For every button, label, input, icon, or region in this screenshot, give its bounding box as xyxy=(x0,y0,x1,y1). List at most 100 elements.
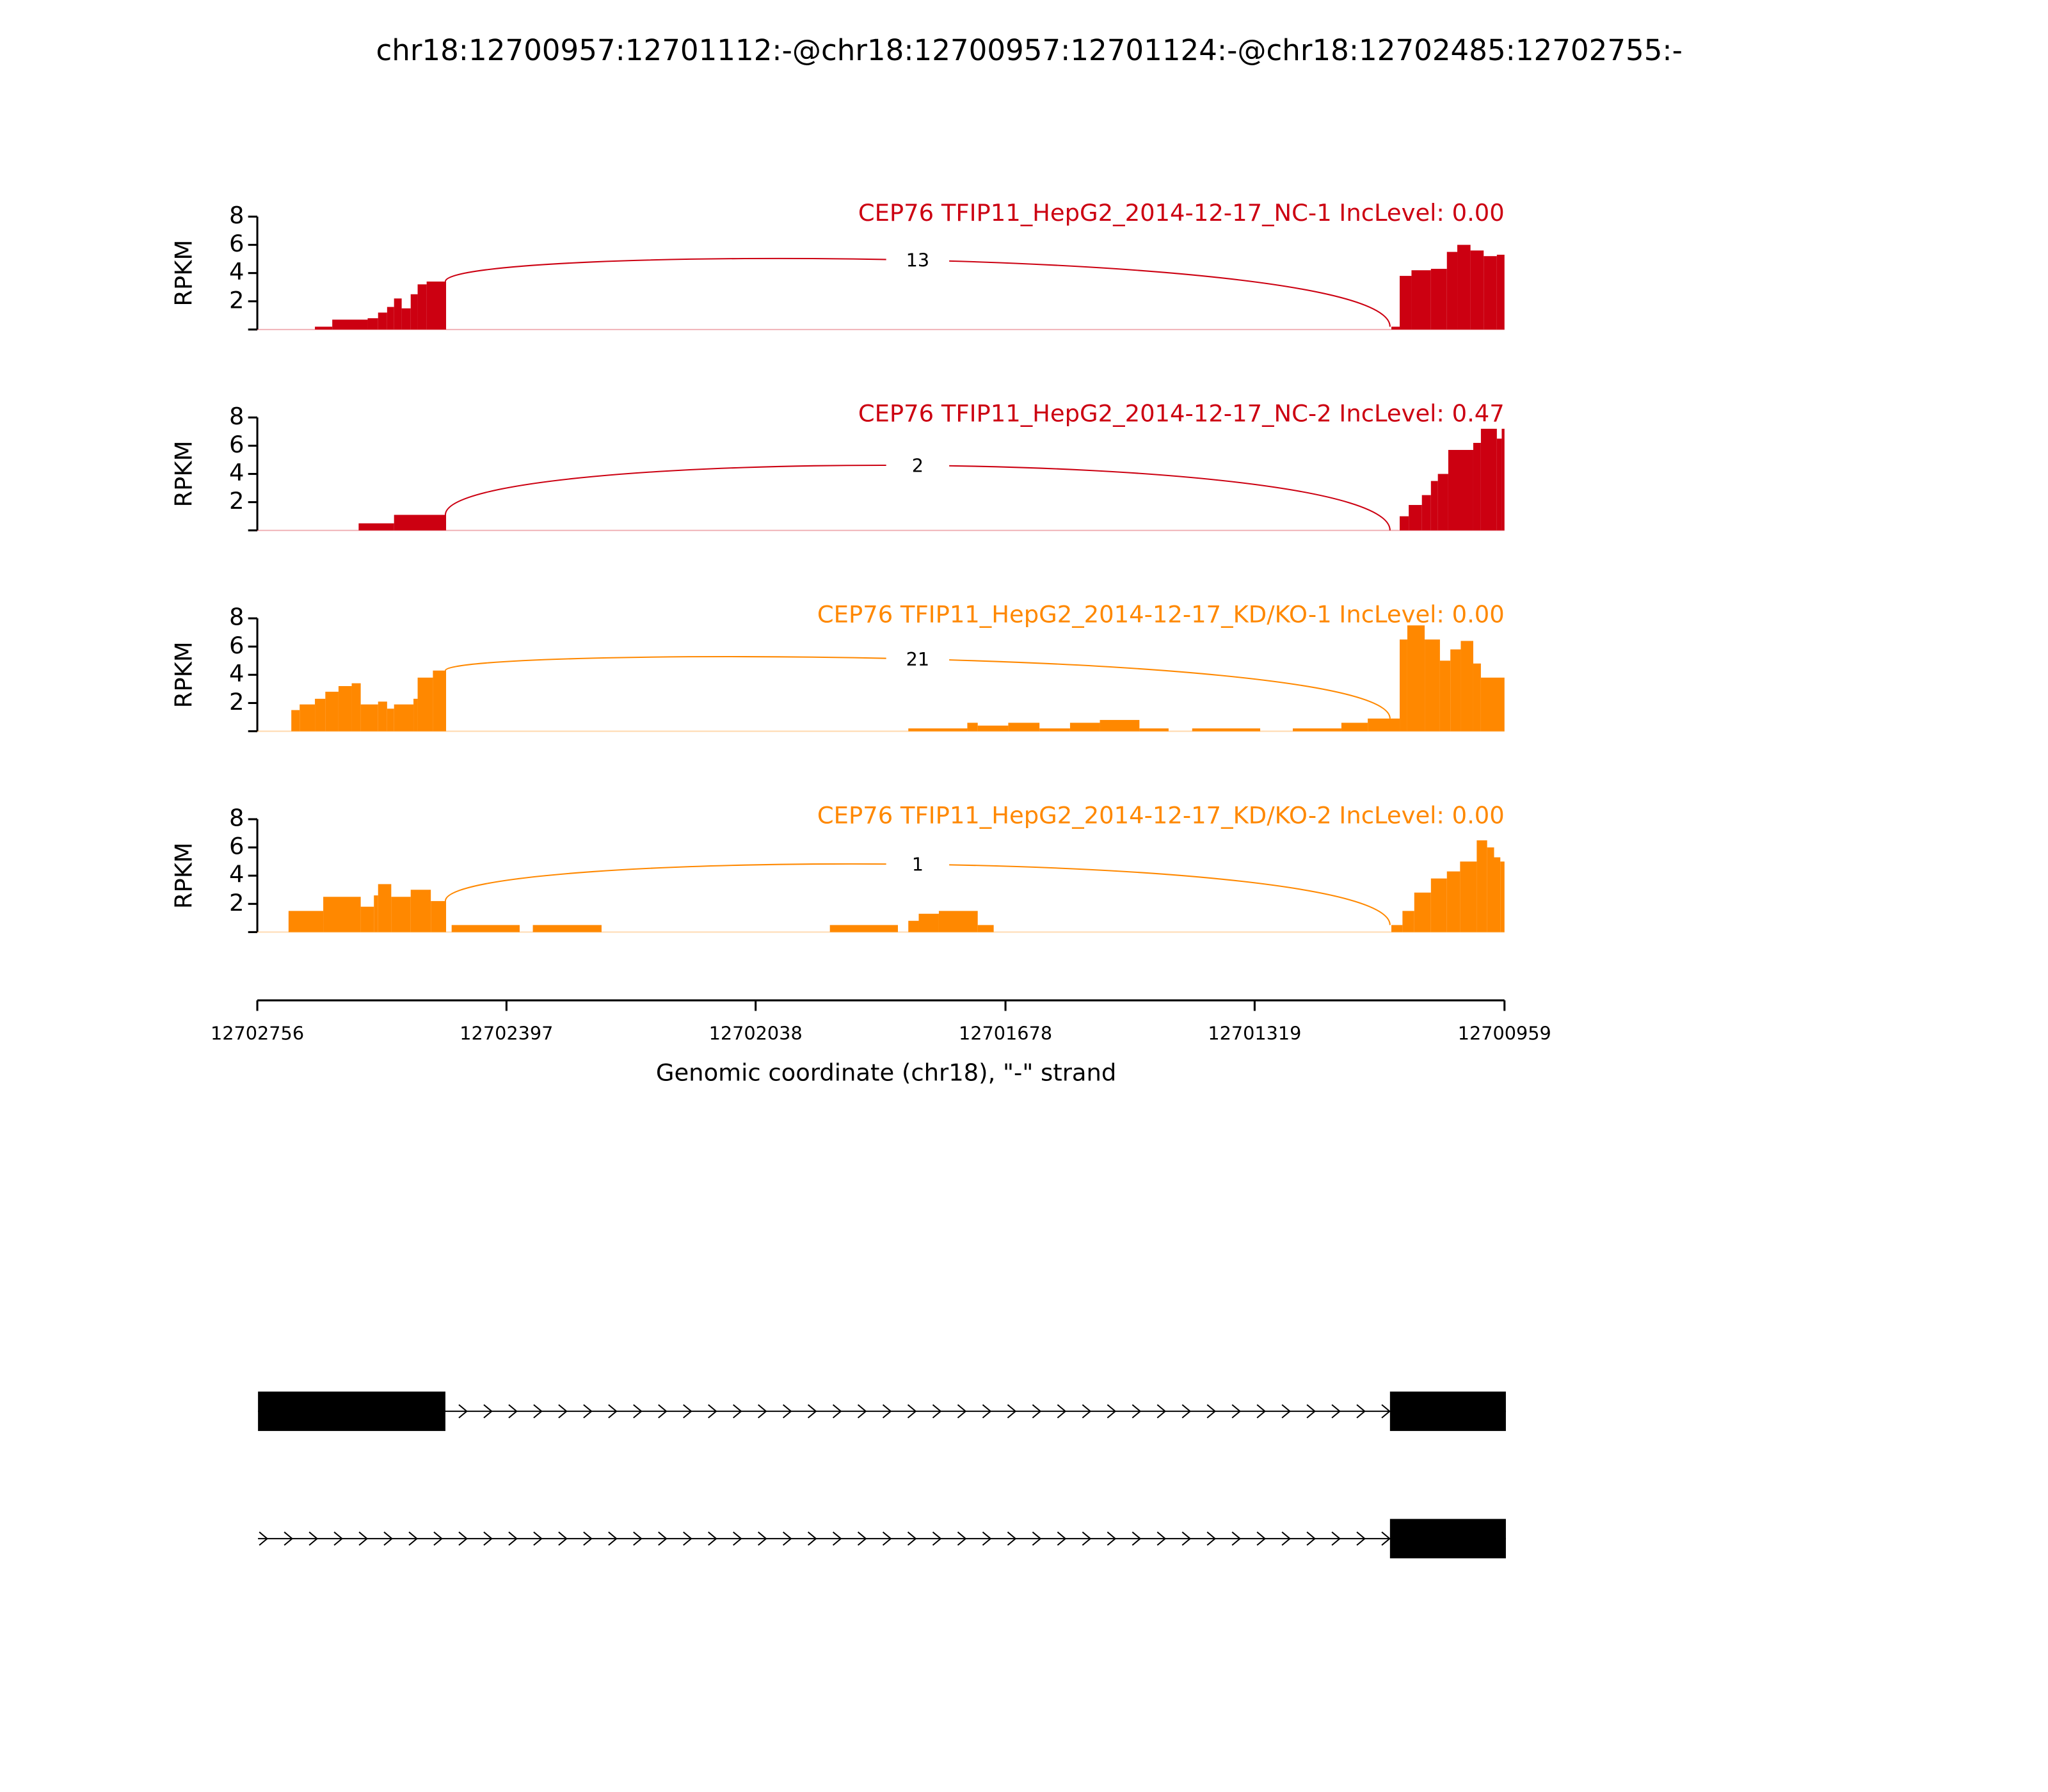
coverage-bar xyxy=(426,281,447,330)
coverage-bar xyxy=(829,925,898,932)
strand-chevron xyxy=(558,1532,568,1546)
coverage-bar xyxy=(977,725,1009,732)
coverage-bar xyxy=(1069,723,1100,732)
y-tick-label: 2 xyxy=(229,487,244,515)
coverage-bar xyxy=(291,710,300,732)
coverage-bar xyxy=(1430,269,1447,330)
strand-chevron xyxy=(1082,1404,1092,1419)
coverage-bar xyxy=(1473,443,1481,531)
strand-chevron xyxy=(1206,1404,1217,1419)
strand-chevron xyxy=(1231,1404,1242,1419)
coverage-bar xyxy=(433,670,447,732)
y-axis-label: RPKM xyxy=(170,842,198,909)
strand-chevron xyxy=(957,1532,967,1546)
coverage-bar xyxy=(1400,276,1412,330)
coverage-bar xyxy=(1407,625,1425,732)
coverage-bar xyxy=(394,298,402,330)
coverage-bar xyxy=(367,318,378,330)
coverage-bar xyxy=(1484,256,1497,330)
strand-chevron xyxy=(782,1532,792,1546)
strand-chevron xyxy=(982,1404,992,1419)
x-tick-label: 12702397 xyxy=(460,1022,553,1044)
panel-title: CEP76 TFIP11_HepG2_2014-12-17_NC-1 IncLe… xyxy=(858,199,1505,227)
y-tick-label: 4 xyxy=(229,258,244,285)
junction-count: 13 xyxy=(906,250,930,271)
strand-chevron xyxy=(358,1532,368,1546)
coverage-bar xyxy=(1496,438,1502,531)
strand-chevron xyxy=(882,1532,892,1546)
coverage-bar xyxy=(1293,728,1341,732)
strand-chevron xyxy=(259,1532,269,1546)
x-tick-label: 12700959 xyxy=(1458,1022,1551,1044)
strand-chevron xyxy=(383,1532,393,1546)
exon xyxy=(1389,1519,1506,1558)
strand-chevron xyxy=(683,1404,692,1419)
panel-title: CEP76 TFIP11_HepG2_2014-12-17_KD/KO-1 In… xyxy=(817,601,1505,628)
strand-chevron xyxy=(832,1404,842,1419)
coverage-bar xyxy=(1391,925,1403,932)
coverage-bar xyxy=(1402,911,1414,932)
strand-chevron xyxy=(1156,1532,1167,1546)
strand-chevron xyxy=(1381,1532,1391,1546)
figure-title: chr18:12700957:12701112:-@chr18:12700957… xyxy=(376,33,1682,67)
strand-chevron xyxy=(1032,1404,1042,1419)
x-tick-label: 12701678 xyxy=(959,1022,1052,1044)
y-tick-label: 6 xyxy=(229,632,244,659)
coverage-bar xyxy=(378,701,387,732)
junction-label-bg xyxy=(886,453,950,477)
strand-chevron xyxy=(733,1532,742,1546)
coverage-bar xyxy=(387,307,394,330)
coverage-bar xyxy=(315,698,326,732)
coverage-bar xyxy=(1139,728,1169,732)
coverage-bar xyxy=(394,704,414,732)
junction-count: 1 xyxy=(912,854,924,876)
coverage-bar xyxy=(1421,495,1431,531)
coverage-bar xyxy=(1400,639,1407,732)
strand-chevron xyxy=(1231,1532,1242,1546)
coverage-bar xyxy=(1496,255,1505,330)
strand-chevron xyxy=(758,1532,767,1546)
strand-chevron xyxy=(782,1404,792,1419)
y-axis-label: RPKM xyxy=(170,641,198,708)
coverage-bar xyxy=(300,704,316,732)
strand-chevron xyxy=(857,1404,867,1419)
strand-chevron xyxy=(533,1404,543,1419)
junction-label-bg xyxy=(886,852,950,876)
x-tick-label: 12701319 xyxy=(1208,1022,1301,1044)
y-tick-label: 8 xyxy=(229,403,244,430)
strand-chevron xyxy=(1256,1532,1267,1546)
strand-chevron xyxy=(658,1532,668,1546)
strand-chevron xyxy=(1057,1404,1067,1419)
strand-chevron xyxy=(1181,1532,1192,1546)
strand-chevron xyxy=(733,1404,742,1419)
coverage-bar xyxy=(1425,639,1440,732)
coverage-bar xyxy=(351,683,361,732)
strand-chevron xyxy=(508,1532,518,1546)
coverage-bar xyxy=(1480,677,1505,732)
junction-count: 21 xyxy=(906,648,930,670)
y-tick-label: 2 xyxy=(229,286,244,314)
coverage-bar xyxy=(391,897,411,932)
strand-chevron xyxy=(483,1532,493,1546)
coverage-bar xyxy=(1470,250,1484,330)
coverage-bar xyxy=(1473,663,1481,732)
coverage-bar xyxy=(1494,857,1501,932)
strand-chevron xyxy=(1281,1532,1292,1546)
y-tick-label: 8 xyxy=(229,202,244,229)
strand-chevron xyxy=(932,1532,942,1546)
strand-chevron xyxy=(907,1404,917,1419)
coverage-bar xyxy=(1430,878,1447,932)
strand-chevron xyxy=(333,1532,344,1546)
strand-chevron xyxy=(483,1404,493,1419)
coverage-bar xyxy=(1476,840,1487,932)
x-axis-label: Genomic coordinate (chr18), "-" strand xyxy=(656,1059,1116,1086)
coverage-bar xyxy=(325,691,339,732)
strand-chevron xyxy=(658,1404,668,1419)
strand-chevron xyxy=(1206,1532,1217,1546)
strand-chevron xyxy=(857,1532,867,1546)
coverage-bar xyxy=(1500,861,1505,932)
y-axis-label: RPKM xyxy=(170,441,198,508)
y-tick-label: 2 xyxy=(229,688,244,716)
exon xyxy=(258,1391,445,1431)
